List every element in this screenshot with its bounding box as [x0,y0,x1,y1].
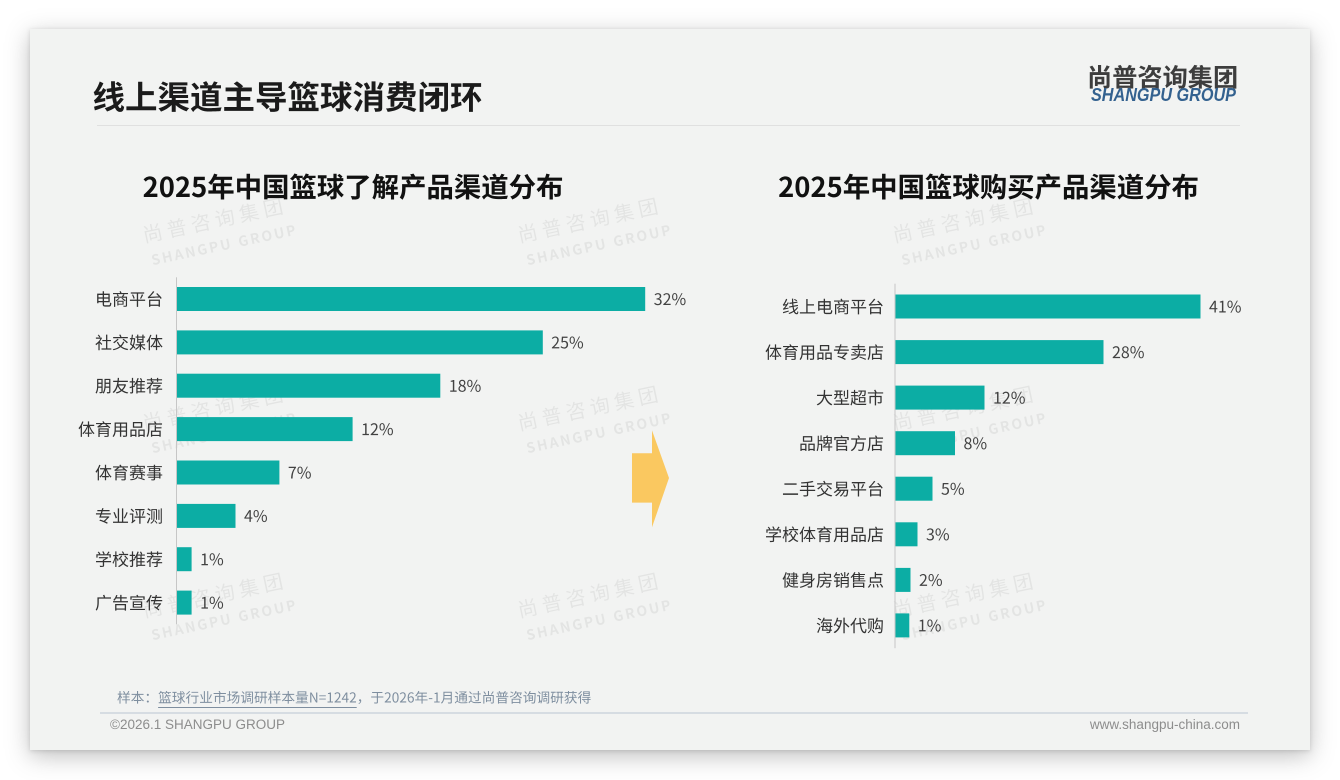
svg-text:www.shangpu-china.com: www.shangpu-china.com [1089,717,1240,732]
svg-text:SHANGPU GROUP: SHANGPU GROUP [1091,84,1237,105]
svg-text:©2026.1 SHANGPU GROUP: ©2026.1 SHANGPU GROUP [110,717,285,732]
